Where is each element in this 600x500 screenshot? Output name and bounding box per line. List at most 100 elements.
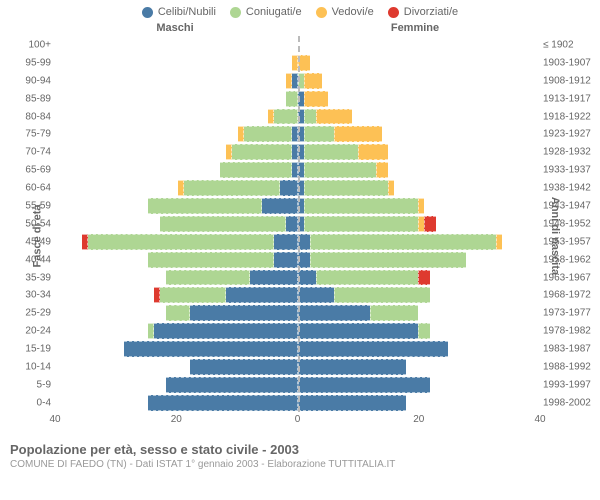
birth-year-label: 1953-1957 [543, 236, 598, 247]
bar-segment [148, 395, 298, 411]
bar-segment [298, 270, 316, 286]
birth-year-label: 1948-1952 [543, 218, 598, 229]
bar-male [148, 252, 298, 268]
bar-female [298, 162, 388, 178]
bar-segment [418, 323, 430, 339]
bar-segment [298, 359, 406, 375]
bar-male [160, 216, 298, 232]
bar-female [298, 198, 424, 214]
bar-female [298, 126, 382, 142]
legend-item: Divorziati/e [388, 6, 458, 18]
bar-segment [496, 234, 502, 250]
header-males: Maschi [0, 22, 290, 34]
bar-segment [262, 198, 298, 214]
legend-label: Divorziati/e [404, 6, 458, 18]
bar-male [268, 109, 298, 125]
bar-segment [376, 162, 388, 178]
age-label: 90-94 [3, 75, 51, 86]
birth-year-label: 1963-1967 [543, 272, 598, 283]
bar-segment [274, 252, 298, 268]
age-label: 0-4 [3, 397, 51, 408]
bar-segment [280, 180, 298, 196]
bar-segment [232, 144, 292, 160]
bar-segment [304, 162, 376, 178]
age-label: 35-39 [3, 272, 51, 283]
bar-male [286, 73, 298, 89]
bar-male [238, 126, 298, 142]
age-label: 100+ [3, 39, 51, 50]
bar-segment [274, 234, 298, 250]
bar-male [82, 234, 298, 250]
bar-segment [298, 287, 334, 303]
age-label: 80-84 [3, 111, 51, 122]
age-label: 50-54 [3, 218, 51, 229]
birth-year-label: 1993-1997 [543, 379, 598, 390]
bar-male [220, 162, 298, 178]
bar-segment [226, 287, 298, 303]
legend-label: Coniugati/e [246, 6, 302, 18]
bar-male [148, 395, 298, 411]
age-label: 60-64 [3, 183, 51, 194]
header-females: Femmine [290, 22, 600, 34]
bar-segment [418, 198, 424, 214]
bar-male [148, 323, 298, 339]
birth-year-label: 1973-1977 [543, 308, 598, 319]
legend-label: Vedovi/e [332, 6, 374, 18]
age-label: 70-74 [3, 147, 51, 158]
bar-male [166, 305, 298, 321]
age-label: 75-79 [3, 129, 51, 140]
birth-year-label: 1903-1907 [543, 57, 598, 68]
age-label: 95-99 [3, 57, 51, 68]
x-tick: 40 [534, 414, 545, 425]
bar-segment [418, 270, 430, 286]
bar-segment [154, 323, 298, 339]
bar-segment [304, 216, 418, 232]
bar-segment [184, 180, 280, 196]
birth-year-label: 1908-1912 [543, 75, 598, 86]
bar-segment [298, 341, 448, 357]
bar-female [298, 305, 418, 321]
bar-male [166, 377, 298, 393]
age-label: 20-24 [3, 326, 51, 337]
legend-item: Coniugati/e [230, 6, 302, 18]
age-label: 30-34 [3, 290, 51, 301]
bar-segment [190, 305, 298, 321]
bar-male [148, 198, 298, 214]
bar-male [190, 359, 298, 375]
age-label: 85-89 [3, 93, 51, 104]
bar-female [298, 109, 352, 125]
age-label: 15-19 [3, 344, 51, 355]
bar-segment [370, 305, 418, 321]
bar-segment [220, 162, 292, 178]
birth-year-label: 1978-1982 [543, 326, 598, 337]
legend-swatch [142, 7, 153, 18]
bar-female [298, 270, 430, 286]
bar-female [298, 395, 406, 411]
bar-male [154, 287, 298, 303]
birth-year-label: ≤ 1902 [543, 39, 598, 50]
legend-label: Celibi/Nubili [158, 6, 216, 18]
bar-segment [304, 180, 388, 196]
age-label: 40-44 [3, 254, 51, 265]
bar-female [298, 377, 430, 393]
bar-segment [148, 198, 262, 214]
bar-female [298, 91, 328, 107]
bar-segment [298, 395, 406, 411]
bar-segment [124, 341, 298, 357]
legend-swatch [230, 7, 241, 18]
bar-segment [298, 305, 370, 321]
footer-subtitle: COMUNE DI FAEDO (TN) - Dati ISTAT 1° gen… [10, 459, 590, 470]
age-label: 10-14 [3, 361, 51, 372]
bar-segment [304, 91, 328, 107]
bar-segment [316, 270, 418, 286]
bar-female [298, 73, 322, 89]
x-tick: 0 [295, 414, 301, 425]
birth-year-label: 1988-1992 [543, 361, 598, 372]
bar-segment [304, 109, 316, 125]
bar-segment [166, 377, 298, 393]
bar-male [124, 341, 298, 357]
bar-segment [310, 234, 496, 250]
bar-female [298, 359, 406, 375]
bar-female [298, 287, 430, 303]
bar-segment [286, 216, 298, 232]
